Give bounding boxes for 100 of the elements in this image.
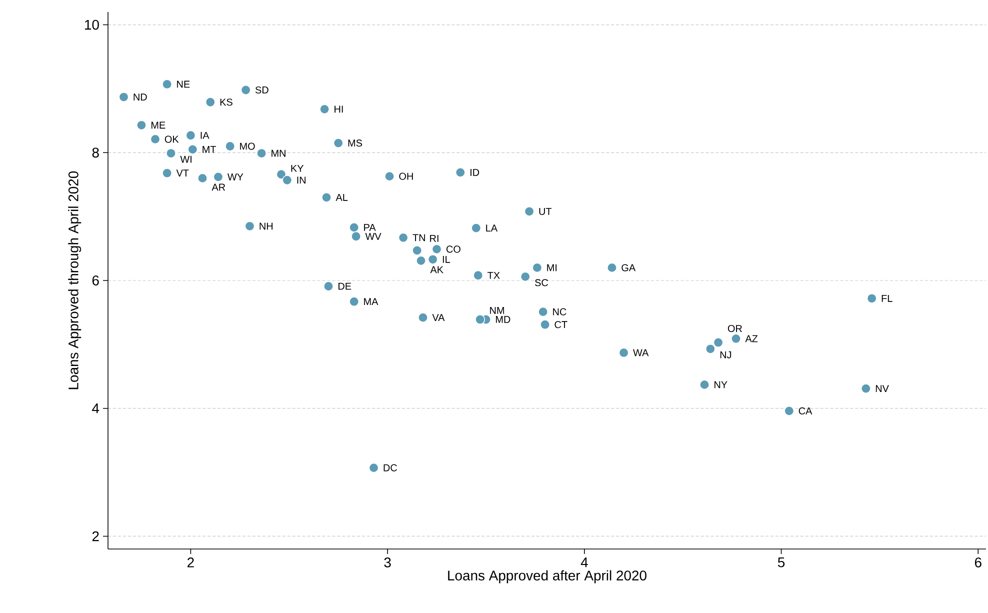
annotation: CT — [554, 321, 568, 328]
point — [323, 281, 334, 292]
point — [256, 148, 267, 158]
point — [213, 172, 224, 182]
annotation: KY — [291, 164, 304, 172]
point — [473, 270, 484, 280]
point — [532, 262, 542, 273]
annotation: NJ — [720, 351, 732, 358]
annotation: ID — [470, 169, 480, 176]
point — [186, 130, 196, 140]
annotation: NC — [553, 308, 566, 316]
annotation: IN — [297, 176, 306, 184]
annotation: DC — [384, 464, 397, 472]
point — [205, 97, 216, 108]
annotation: ME — [151, 122, 166, 129]
point — [320, 104, 330, 114]
annotation: MO — [240, 142, 255, 150]
point — [418, 312, 428, 323]
annotation: NH — [260, 222, 273, 230]
annotation: AL — [336, 194, 348, 201]
annotation: CO — [446, 246, 460, 253]
point — [524, 206, 534, 216]
point — [197, 173, 208, 184]
annotation: HI — [334, 106, 343, 113]
point — [455, 167, 466, 178]
annotation: WV — [365, 232, 382, 240]
point — [351, 231, 362, 242]
annotation: PA — [364, 224, 376, 231]
y-tick-label: 10 — [85, 20, 99, 30]
point — [416, 256, 426, 266]
annotation: MT — [202, 146, 216, 153]
point — [471, 223, 482, 234]
point — [384, 171, 395, 182]
point — [731, 334, 741, 344]
annotation: NE — [177, 80, 190, 88]
y-axis-title: Loans Approved through April 2020 — [68, 171, 82, 390]
point — [188, 144, 198, 154]
y-tick-label: 2 — [92, 531, 99, 542]
x-tick-label: 5 — [778, 558, 785, 568]
annotation: AK — [430, 266, 444, 274]
point — [705, 344, 716, 354]
annotation: MD — [496, 316, 510, 323]
point — [606, 262, 617, 273]
annotation: CA — [798, 407, 812, 414]
annotation: NV — [876, 385, 889, 392]
point — [118, 92, 129, 102]
annotation: MA — [364, 298, 378, 306]
annotation: NM — [490, 307, 504, 314]
point — [244, 221, 255, 232]
point — [150, 134, 160, 144]
x-tick-label: 6 — [974, 558, 982, 568]
annotation: MN — [272, 150, 286, 157]
x-axis-title: Loans Approved after April 2020 — [448, 570, 646, 584]
y-tick-label: 6 — [92, 276, 99, 286]
y-tick-label: 4 — [92, 404, 100, 414]
point — [784, 406, 794, 416]
annotation: LA — [486, 224, 498, 232]
annotation: WY — [227, 174, 244, 180]
annotation: OR — [728, 324, 742, 332]
point — [713, 338, 724, 348]
annotation: OK — [164, 136, 179, 143]
annotation: VA — [432, 314, 445, 322]
x-tick-label: 4 — [580, 558, 588, 568]
point — [866, 293, 877, 304]
annotation: TX — [488, 272, 500, 279]
point — [475, 314, 486, 324]
x-tick-label: 3 — [384, 558, 391, 568]
point — [368, 462, 379, 473]
point — [136, 120, 146, 130]
annotation: ND — [134, 94, 147, 100]
point — [700, 380, 710, 390]
annotation: SD — [255, 86, 268, 94]
point — [225, 141, 236, 152]
annotation: GA — [622, 264, 636, 272]
annotation: AZ — [745, 335, 758, 342]
point — [282, 175, 292, 186]
point — [162, 168, 172, 178]
x-tick-label: 2 — [188, 558, 194, 568]
annotation: IL — [442, 256, 450, 263]
annotation: SC — [535, 279, 548, 286]
point — [428, 254, 438, 264]
point — [538, 306, 548, 317]
annotation: AR — [212, 184, 226, 191]
annotation: KS — [220, 98, 232, 106]
point — [432, 244, 442, 254]
point — [412, 245, 422, 256]
point — [276, 169, 286, 180]
annotation: VT — [176, 170, 189, 177]
annotation: TN — [412, 234, 425, 242]
y-tick-label: 8 — [92, 148, 99, 158]
point — [240, 84, 251, 95]
point — [166, 148, 176, 158]
point — [618, 348, 629, 358]
annotation: OH — [399, 172, 413, 180]
point — [333, 138, 344, 148]
point — [398, 232, 408, 243]
annotation: NY — [714, 381, 728, 388]
point — [322, 192, 332, 202]
annotation: UT — [539, 208, 552, 215]
point — [860, 384, 871, 394]
